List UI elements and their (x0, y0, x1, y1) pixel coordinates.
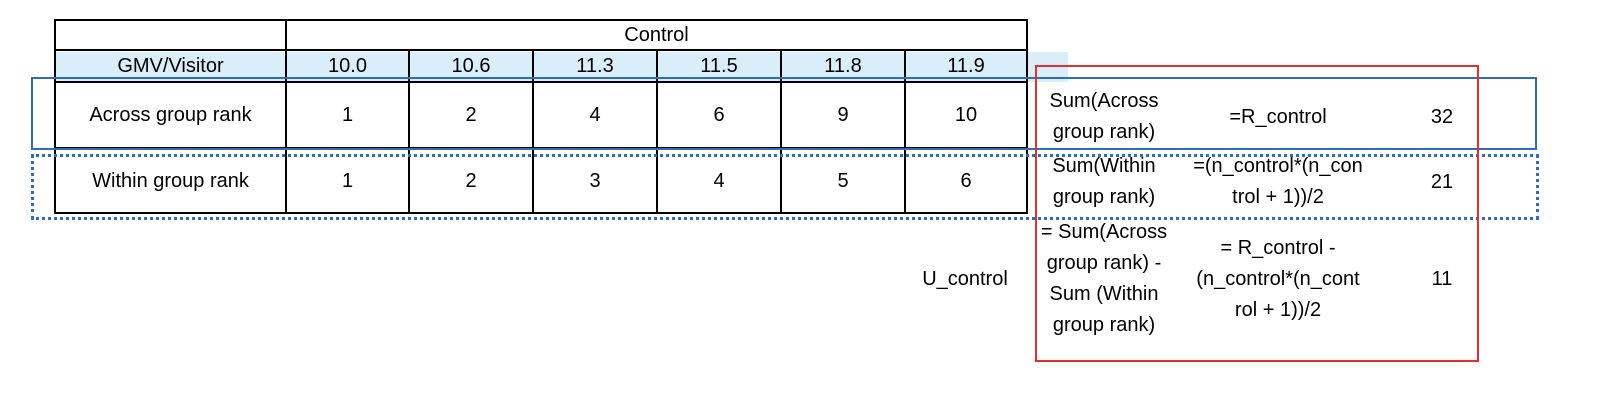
summary-highlight-box (1035, 65, 1479, 362)
u-definition-line: Sum (Within (1049, 283, 1159, 305)
u-formula-line: (n_control*(n_cont (1196, 267, 1360, 290)
u-definition-line: group rank) (1052, 314, 1156, 336)
sum-across-formula: =R_control (1229, 106, 1327, 128)
gmv-value: 10.0 (328, 55, 367, 77)
sum-across-label-line: group rank) (1052, 121, 1156, 143)
u-definition-line: = Sum(Across (1040, 221, 1168, 243)
sum-within-formula: =(n_control*(n_con trol + 1))/2 (1176, 151, 1380, 213)
across-rank-value: 10 (954, 104, 978, 126)
control-group-header: Control (624, 24, 689, 46)
within-rank-value: 6 (960, 169, 972, 192)
across-rank-value: 2 (465, 104, 477, 126)
gmv-value: 11.3 (576, 55, 614, 77)
sum-across-label: Sum(Across group rank) (1034, 85, 1174, 149)
within-rank-value: 2 (465, 169, 477, 192)
within-rank-value: 5 (837, 169, 849, 192)
u-formula-line: = R_control - (1220, 236, 1336, 259)
within-rank-value: 4 (713, 169, 725, 192)
gmv-value: 11.9 (947, 55, 985, 77)
across-rank-row-label: Across group rank (89, 104, 252, 126)
u-definition-line: group rank) - (1046, 252, 1162, 274)
sum-within-formula-line: trol + 1))/2 (1232, 186, 1324, 208)
within-rank-highlight-box (31, 154, 1539, 220)
across-rank-value: 1 (341, 104, 354, 126)
sum-across-value: 32 (1430, 106, 1454, 128)
within-rank-value: 3 (589, 169, 601, 192)
sum-within-label-line: group rank) (1052, 186, 1156, 208)
across-rank-value: 6 (713, 104, 725, 126)
sum-within-label-line: Sum(Within (1052, 155, 1156, 177)
u-control-formula: = R_control - (n_control*(n_cont rol + 1… (1176, 216, 1380, 342)
across-rank-value: 4 (589, 104, 601, 126)
across-rank-value: 9 (837, 104, 849, 126)
gmv-value: 10.6 (451, 55, 491, 77)
within-rank-value: 1 (341, 169, 354, 192)
u-control-label: U_control (922, 268, 1008, 290)
u-formula-line: rol + 1))/2 (1234, 298, 1322, 321)
sum-across-label-line: Sum(Across (1049, 90, 1159, 112)
across-rank-highlight-box (31, 77, 1537, 150)
sum-within-formula-line: =(n_control*(n_con (1193, 155, 1363, 177)
u-control-value: 11 (1431, 268, 1453, 290)
gmv-value: 11.8 (824, 55, 862, 77)
gmv-row-label: GMV/Visitor (117, 55, 224, 77)
u-control-definition: = Sum(Across group rank) - Sum (Within g… (1034, 216, 1174, 342)
sum-within-value: 21 (1430, 171, 1454, 193)
gmv-value: 11.5 (700, 55, 738, 77)
within-rank-row-label: Within group rank (92, 169, 249, 192)
sum-within-label: Sum(Within group rank) (1034, 151, 1174, 213)
